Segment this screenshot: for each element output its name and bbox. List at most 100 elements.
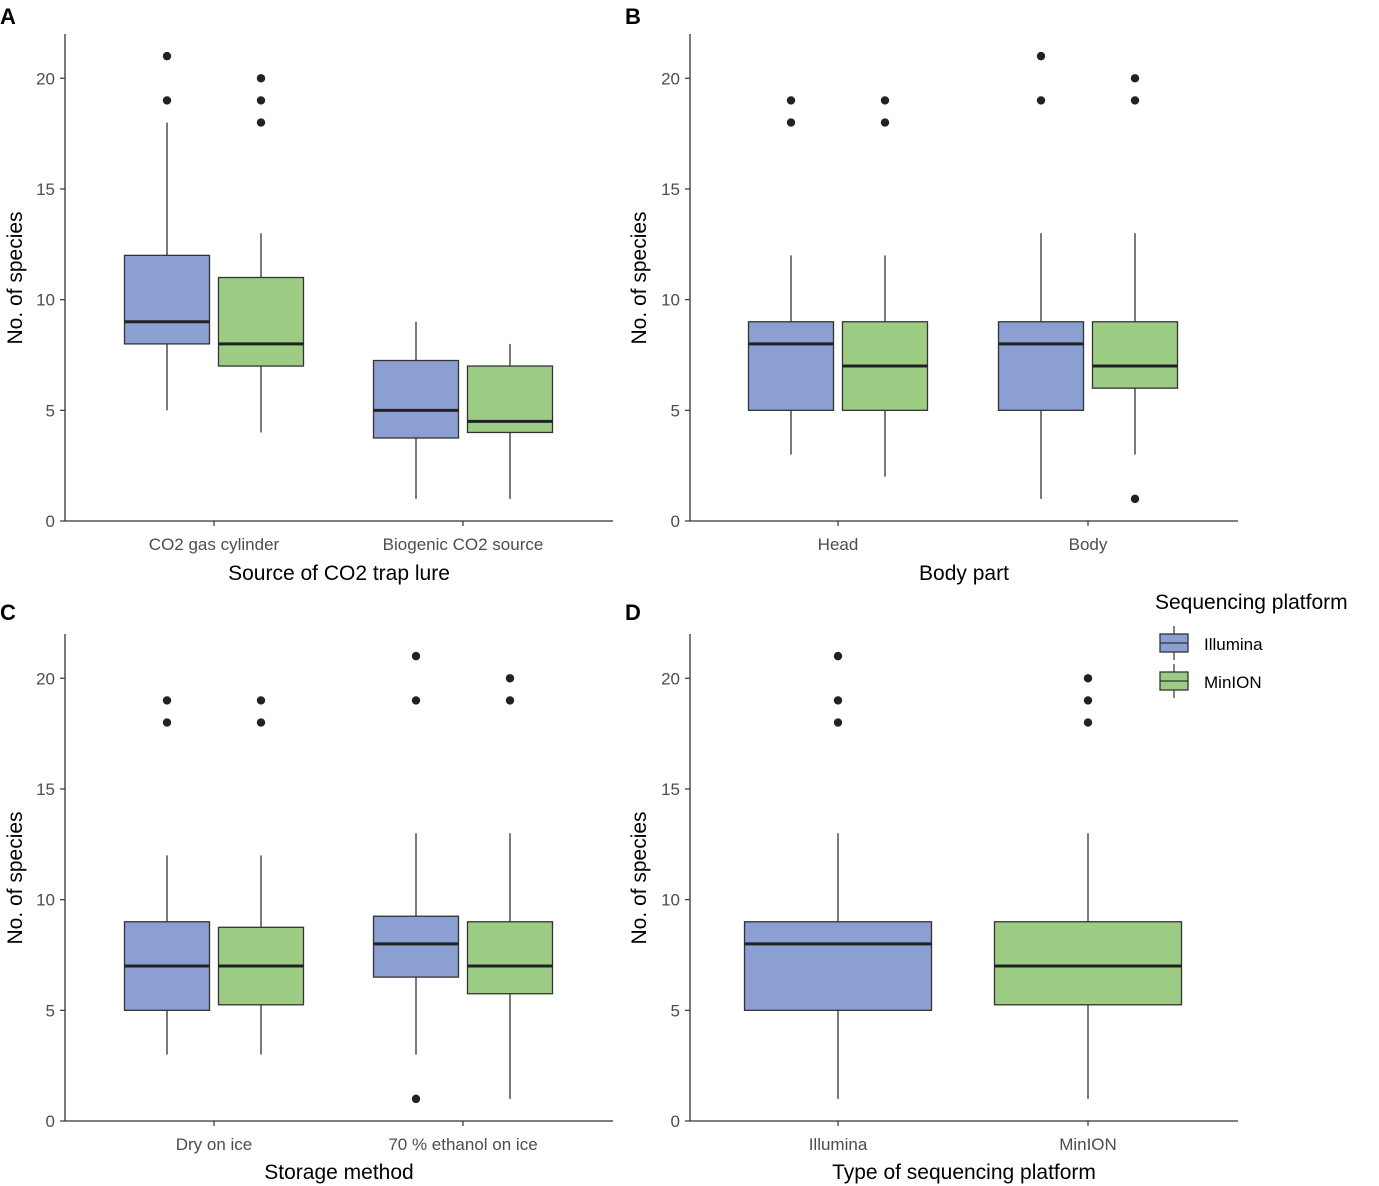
box: [743, 921, 933, 1011]
y-tick-label-d-0: 0: [671, 1112, 680, 1131]
boxplot-a-minion-0: [217, 74, 305, 433]
outlier-point: [1036, 96, 1046, 105]
panel-b: B No. of species Body part 0 5 10 15 20 Head B…: [625, 4, 1238, 585]
outlier-point: [256, 696, 266, 705]
outlier-point: [256, 718, 266, 727]
box: [217, 276, 305, 367]
outlier-point: [411, 651, 421, 661]
outlier-point: [256, 96, 266, 105]
y-tick-label-a-5: 5: [46, 401, 55, 420]
boxplot-b-minion-0: [841, 96, 929, 477]
x-tick-label-c-0: Dry on ice: [176, 1135, 253, 1154]
x-tick-label-b-1: Body: [1069, 535, 1108, 554]
outlier-point: [1130, 74, 1140, 83]
y-tick-label-b-15: 15: [661, 180, 680, 199]
boxplot-a-illumina-1: [372, 321, 460, 499]
boxplot-d-minion-1: [993, 674, 1183, 1099]
y-tick-label-c-15: 15: [36, 780, 55, 799]
panel-letter-d: D: [625, 600, 641, 625]
y-tick-label-a-20: 20: [36, 69, 55, 88]
box: [372, 915, 460, 978]
outlier-point: [162, 96, 172, 105]
boxplot-a-illumina-0: [123, 51, 211, 411]
y-tick-label-b-20: 20: [661, 69, 680, 88]
y-tick-label-c-20: 20: [36, 669, 55, 688]
outlier-point: [833, 696, 843, 705]
panel-letter-a: A: [0, 4, 16, 29]
x-tick-label-a-0: CO2 gas cylinder: [149, 535, 280, 554]
x-axis-title-a: Source of CO2 trap lure: [228, 562, 450, 585]
outlier-point: [505, 696, 515, 705]
y-axis-title-c: No. of species: [4, 811, 27, 944]
y-tick-label-b-0: 0: [671, 512, 680, 531]
box: [123, 254, 211, 345]
y-tick-label-a-10: 10: [36, 291, 55, 310]
outlier-point: [162, 51, 172, 61]
legend: Sequencing platform Illumina MinION: [1155, 591, 1348, 698]
x-axis-title-d: Type of sequencing platform: [832, 1161, 1096, 1184]
box: [747, 321, 835, 411]
plot-area-a: 0 5 10 15 20 CO2 gas cylinder Biogenic CO2 sou…: [36, 34, 613, 554]
outlier-point: [1036, 51, 1046, 61]
y-tick-label-d-20: 20: [661, 669, 680, 688]
outlier-point: [1083, 696, 1093, 705]
outlier-point: [256, 74, 266, 83]
outlier-point: [411, 1094, 421, 1104]
panel-d: D No. of species Type of sequencing plat…: [625, 600, 1238, 1184]
panel-letter-c: C: [0, 600, 16, 625]
outlier-point: [786, 96, 796, 105]
boxplot-d-illumina-0: [743, 651, 933, 1099]
boxplot-c-illumina-0: [123, 696, 211, 1055]
outlier-point: [833, 651, 843, 661]
outlier-point: [833, 718, 843, 727]
x-tick-label-d-1: MinION: [1059, 1135, 1117, 1154]
boxplot-b-illumina-1: [997, 51, 1085, 499]
x-axis-title-b: Body part: [919, 562, 1009, 585]
box: [372, 359, 460, 439]
y-tick-label-d-10: 10: [661, 891, 680, 910]
plot-area-b: 0 5 10 15 20 Head Body: [661, 34, 1238, 554]
outlier-point: [1083, 718, 1093, 727]
y-tick-label-c-5: 5: [46, 1001, 55, 1020]
outlier-point: [1083, 674, 1093, 683]
boxplot-b-illumina-0: [747, 96, 835, 455]
y-tick-label-a-15: 15: [36, 180, 55, 199]
boxplot-c-minion-0: [217, 696, 305, 1055]
outlier-point: [162, 696, 172, 705]
panel-letter-b: B: [625, 4, 641, 29]
legend-item-minion: MinION: [1159, 664, 1262, 698]
boxplot-c-illumina-1: [372, 651, 460, 1104]
outlier-point: [1130, 96, 1140, 105]
boxplot-a-minion-1: [466, 343, 554, 499]
x-tick-label-b-0: Head: [818, 535, 859, 554]
y-tick-label-a-0: 0: [46, 512, 55, 531]
legend-label-minion: MinION: [1204, 673, 1262, 692]
y-axis-title-d: No. of species: [628, 811, 651, 944]
box: [466, 921, 554, 995]
legend-item-illumina: Illumina: [1159, 626, 1263, 660]
boxplot-c-minion-1: [466, 674, 554, 1099]
outlier-point: [505, 674, 515, 683]
y-tick-label-d-15: 15: [661, 780, 680, 799]
y-tick-label-c-0: 0: [46, 1112, 55, 1131]
x-tick-label-a-1: Biogenic CO2 source: [383, 535, 544, 554]
outlier-point: [162, 718, 172, 727]
x-tick-label-c-1: 70 % ethanol on ice: [388, 1135, 537, 1154]
y-tick-label-b-5: 5: [671, 401, 680, 420]
y-tick-label-b-10: 10: [661, 291, 680, 310]
outlier-point: [786, 118, 796, 127]
y-axis-title-b: No. of species: [628, 211, 651, 344]
y-tick-label-c-10: 10: [36, 891, 55, 910]
legend-label-illumina: Illumina: [1204, 635, 1263, 654]
box: [993, 921, 1183, 1006]
plot-area-c: 0 5 10 15 20 Dry on ice 70 % ethanol on ice: [36, 634, 613, 1154]
y-tick-label-d-5: 5: [671, 1001, 680, 1020]
y-axis-title-a: No. of species: [4, 211, 27, 344]
outlier-point: [1130, 494, 1140, 504]
outlier-point: [880, 118, 890, 127]
outlier-point: [411, 696, 421, 705]
box: [997, 321, 1085, 411]
legend-title: Sequencing platform: [1155, 591, 1348, 614]
plot-area-d: 0 5 10 15 20 Illumina MinION: [661, 634, 1238, 1154]
